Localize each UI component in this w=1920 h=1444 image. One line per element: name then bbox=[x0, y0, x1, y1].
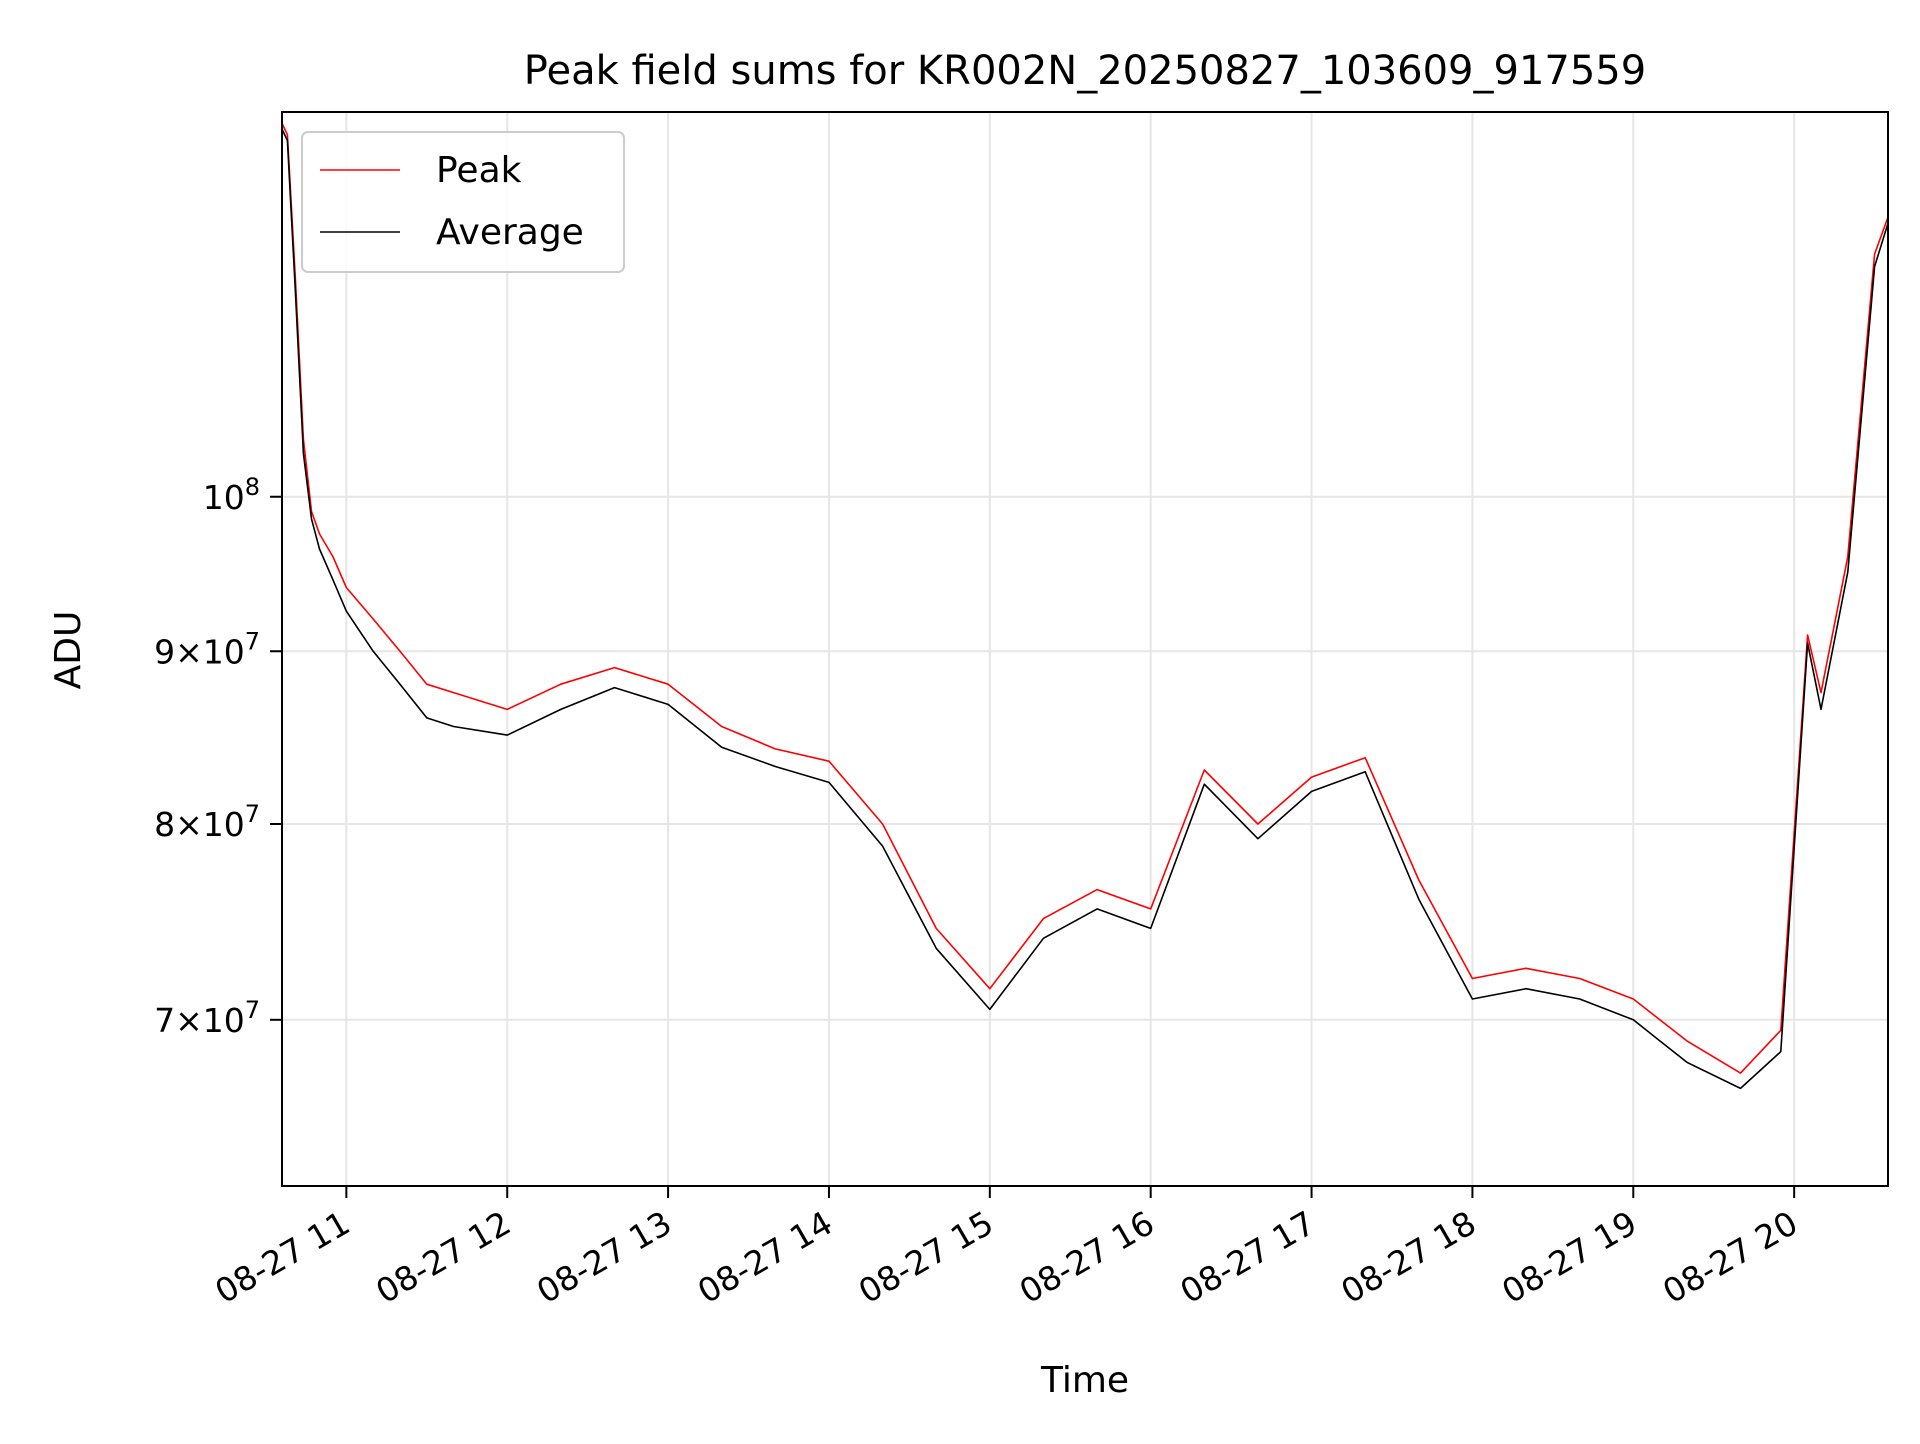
y-tick-exponent: 8 bbox=[245, 473, 260, 501]
legend-label-average: Average bbox=[436, 212, 584, 253]
y-tick-exponent: 7 bbox=[245, 996, 260, 1024]
y-tick-mantissa: 9 bbox=[154, 632, 175, 671]
plot-series bbox=[281, 122, 1889, 1090]
y-tick-label: 9×107 bbox=[154, 627, 260, 671]
y-tick-label: 108 bbox=[203, 473, 260, 517]
grid bbox=[282, 112, 1888, 1186]
y-tick-mantissa: 8 bbox=[154, 805, 175, 844]
y-tick-base: 10 bbox=[203, 805, 245, 844]
x-axis-label: Time bbox=[1040, 1360, 1129, 1401]
legend-label-peak: Peak bbox=[436, 150, 522, 191]
y-tick-base: 10 bbox=[203, 632, 245, 671]
y-tick-mantissa: 7 bbox=[154, 1001, 175, 1040]
legend: Peak Average bbox=[301, 131, 625, 273]
plot-frame bbox=[281, 111, 1889, 1187]
series-line-average bbox=[281, 128, 1889, 1090]
y-tick-exponent: 7 bbox=[245, 800, 260, 828]
y-tick-exponent: 7 bbox=[245, 627, 260, 655]
series-line-peak bbox=[281, 122, 1889, 1074]
y-tick-times: × bbox=[175, 805, 203, 844]
y-tick-base: 10 bbox=[203, 478, 245, 517]
y-tick-times: × bbox=[175, 632, 203, 671]
y-tick-base: 10 bbox=[203, 1001, 245, 1040]
y-tick-times: × bbox=[175, 1001, 203, 1040]
y-axis-label: ADU bbox=[48, 611, 89, 690]
y-tick-label: 8×107 bbox=[154, 800, 260, 844]
y-tick-label: 7×107 bbox=[154, 996, 260, 1040]
chart-title: Peak field sums for KR002N_20250827_1036… bbox=[524, 48, 1646, 94]
legend-box bbox=[301, 131, 625, 273]
